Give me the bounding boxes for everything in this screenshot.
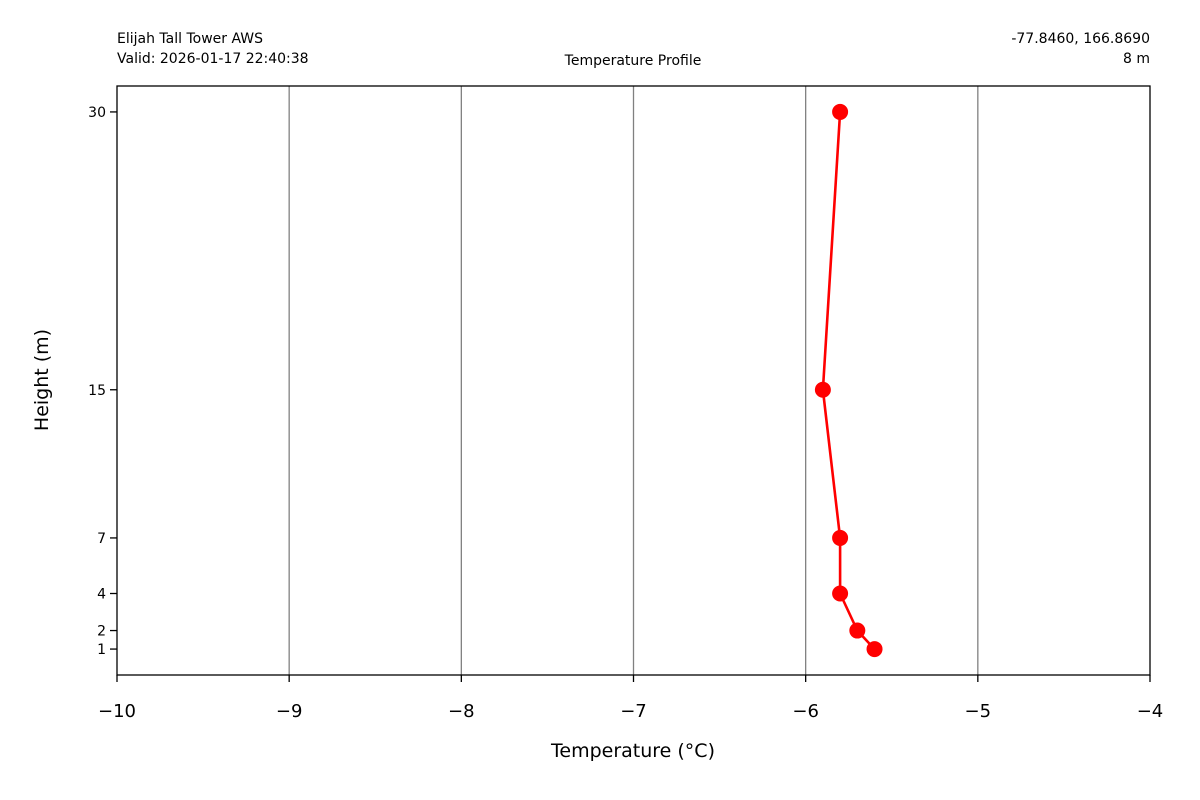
station-name: Elijah Tall Tower AWS <box>117 31 264 47</box>
x-tick-label: −10 <box>98 701 136 722</box>
x-axis-label: Temperature (°C) <box>550 740 715 762</box>
plot-title: Temperature Profile <box>564 53 702 69</box>
y-tick-label: 30 <box>88 105 106 121</box>
series-line <box>821 111 876 650</box>
x-tick-label: −9 <box>276 701 303 722</box>
header-left: Elijah Tall Tower AWS Valid: 2026-01-17 … <box>117 29 309 69</box>
y-tick-label: 7 <box>97 531 106 547</box>
header-right: -77.8460, 166.8690 8 m <box>1011 29 1150 69</box>
y-tick-label: 15 <box>88 383 106 399</box>
x-tick-label: −6 <box>792 701 819 722</box>
series-layer <box>814 103 883 658</box>
data-point <box>866 641 883 658</box>
y-axis-label: Height (m) <box>31 329 53 431</box>
y-tick-label: 1 <box>97 642 106 658</box>
data-point <box>849 622 866 639</box>
data-point <box>832 103 849 120</box>
x-axis: −10 −9 −8 −7 −6 −5 −4 <box>98 675 1163 722</box>
x-tick-label: −8 <box>448 701 475 722</box>
y-tick-label: 2 <box>97 624 106 640</box>
station-coordinates: -77.8460, 166.8690 <box>1011 31 1150 47</box>
data-point <box>832 585 849 602</box>
x-tick-label: −4 <box>1137 701 1164 722</box>
y-tick-label: 4 <box>97 587 106 603</box>
x-tick-label: −5 <box>965 701 992 722</box>
data-point <box>814 381 831 398</box>
y-axis: 1 2 4 7 15 30 <box>88 105 117 658</box>
valid-time: Valid: 2026-01-17 22:40:38 <box>117 51 309 67</box>
x-tick-label: −7 <box>620 701 647 722</box>
grid-lines <box>288 86 979 675</box>
data-point <box>832 529 849 546</box>
station-elevation: 8 m <box>1123 51 1150 67</box>
